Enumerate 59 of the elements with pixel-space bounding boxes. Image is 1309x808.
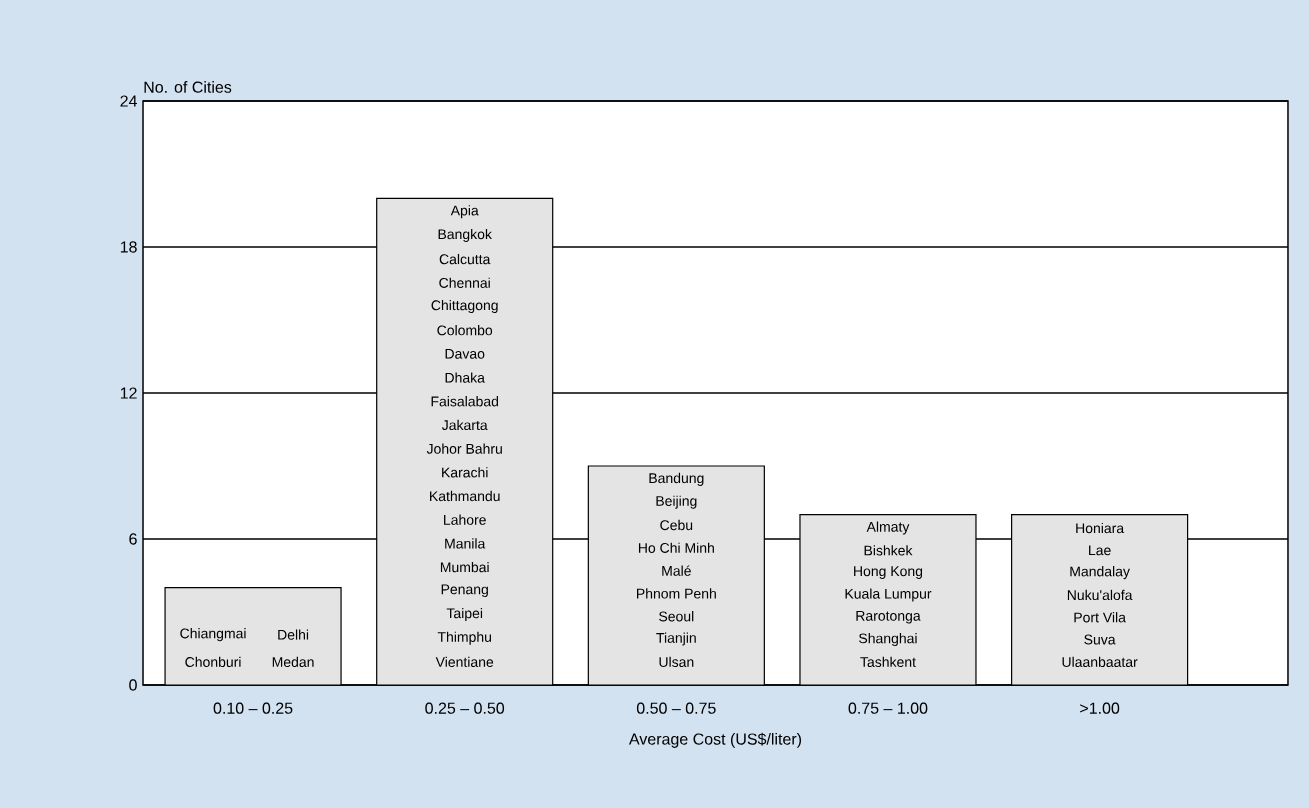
annotation: Phnom Penh — [637, 588, 716, 599]
x-tick-label: 0.50 – 0.75 — [636, 702, 716, 714]
y-tick-label: 6 — [129, 533, 137, 545]
x-tick-label: 0.25 – 0.50 — [425, 702, 505, 714]
x-axis-title: Average Cost (US$/liter) — [628, 732, 802, 748]
annotation: Johor Bahru — [426, 443, 502, 454]
annotation: Bishkek — [864, 545, 913, 556]
annotation: Malé — [662, 565, 691, 576]
x-tick-label: >1.00 — [1080, 702, 1120, 714]
annotation: Honiara — [1076, 522, 1125, 534]
annotation: Tashkent — [860, 656, 916, 668]
annotation: Vientiane — [435, 656, 494, 668]
annotation: Seoul — [659, 611, 694, 622]
annotation: Davao — [445, 348, 485, 359]
annotation: Chonburi — [185, 656, 241, 668]
annotation: Port Vila — [1074, 612, 1126, 623]
annotation: Ulaanbaatar — [1062, 656, 1138, 668]
annotation: Dhaka — [445, 372, 485, 383]
annotation: Lahore — [444, 514, 486, 525]
annotation: Faisalabad — [431, 396, 499, 407]
annotation: Chittagong — [431, 299, 498, 314]
annotation: Penang — [441, 584, 488, 598]
y-tick-label: 18 — [120, 241, 137, 253]
annotation: Colombo — [437, 325, 493, 336]
annotation: Taipei — [446, 607, 483, 622]
annotation: Delhi — [278, 629, 309, 640]
y-tick-label: 12 — [120, 387, 137, 399]
annotation: Hong Kong — [854, 566, 923, 579]
annotation: Shanghai — [859, 633, 917, 647]
annotation: Mumbai — [440, 561, 489, 573]
annotation: Chiangmai — [180, 628, 246, 642]
annotation: Almaty — [866, 521, 910, 535]
annotation: Bangkok — [438, 228, 492, 242]
y-tick-label: 24 — [120, 95, 137, 107]
annotation: Kuala Lumpur — [845, 588, 932, 602]
annotation: Beijing — [656, 495, 697, 509]
annotation: Tianjin — [656, 632, 696, 646]
annotation: Manila — [445, 538, 486, 549]
y-tick-label: 0 — [129, 679, 137, 691]
x-tick-label: 0.75 – 1.00 — [848, 702, 928, 714]
annotation: Thimphu — [437, 631, 491, 645]
annotation: Jakarta — [441, 419, 488, 431]
y-axis-title: No. of Cities — [144, 81, 232, 93]
annotation: Ho Chi Minh — [638, 542, 714, 553]
annotation: Cebu — [660, 519, 693, 531]
annotation: Calcutta — [439, 253, 491, 265]
annotation: Mandalay — [1070, 566, 1130, 580]
annotation: Karachi — [442, 467, 488, 478]
annotation: Rarotonga — [856, 611, 921, 624]
annotation: Chennai — [439, 277, 490, 288]
annotation: Kathmandu — [430, 490, 500, 502]
annotation: Lae — [1089, 545, 1111, 556]
annotation: Suva — [1084, 634, 1116, 645]
annotation: Ulsan — [659, 656, 694, 668]
annotation: Bandung — [649, 472, 704, 486]
annotation: Medan — [272, 656, 314, 668]
annotation: Apia — [450, 205, 479, 219]
annotation: Nuku'alofa — [1067, 589, 1133, 601]
x-tick-label: 0.10 – 0.25 — [213, 702, 293, 714]
